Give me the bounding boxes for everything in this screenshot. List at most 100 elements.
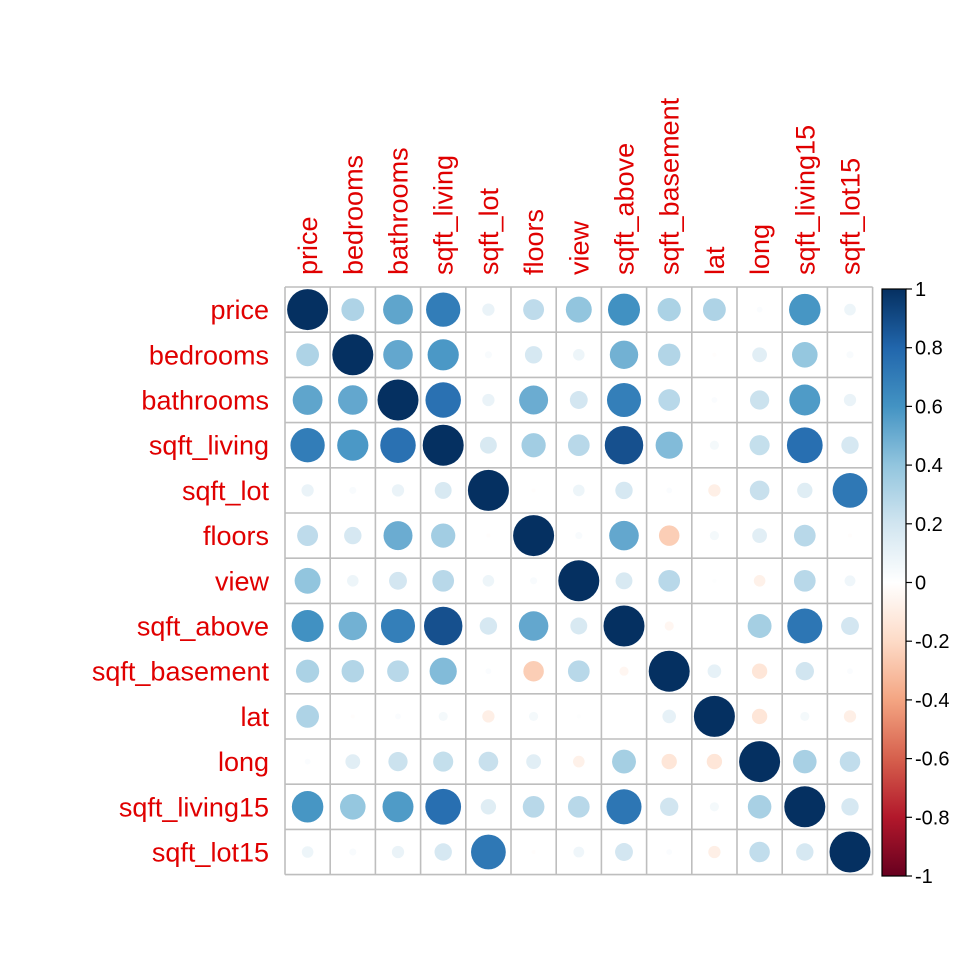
column-label-floors: floors	[519, 209, 549, 275]
corr-circle-sqft_basement-long	[751, 663, 768, 679]
corr-circle-bedrooms-sqft_lot15	[846, 351, 854, 359]
corr-circle-price-sqft_above	[607, 293, 641, 326]
corr-circle-floors-sqft_basement	[658, 525, 680, 546]
corr-circle-long-bedrooms	[345, 754, 361, 769]
corr-circle-lat-bathrooms	[395, 713, 401, 720]
corr-circle-bathrooms-bathrooms	[377, 379, 419, 421]
corr-circle-price-long	[756, 306, 763, 313]
corr-circle-sqft_living-lat	[709, 440, 719, 450]
row-label-long: long	[218, 747, 269, 777]
colorbar-tick-label: 0.8	[915, 338, 943, 360]
corr-circle-view-view	[558, 560, 600, 602]
corr-circle-lat-sqft_living15	[800, 711, 810, 721]
corr-circle-floors-price	[297, 525, 319, 547]
corr-circle-sqft_living15-sqft_living15	[784, 786, 826, 828]
corr-circle-sqft_basement-sqft_living	[429, 657, 457, 685]
corr-circle-sqft_lot-bedrooms	[349, 486, 357, 494]
row-label-lat: lat	[240, 702, 269, 732]
corr-circle-floors-bathrooms	[383, 521, 413, 551]
corr-circle-sqft_basement-sqft_lot	[485, 668, 492, 675]
corr-circle-bathrooms-sqft_basement	[658, 389, 681, 411]
corr-circle-long-long	[739, 741, 781, 783]
row-label-view: view	[215, 566, 270, 596]
corr-circle-sqft_living15-floors	[522, 795, 545, 818]
corr-circle-sqft_living-sqft_above	[604, 425, 644, 465]
column-label-view: view	[564, 220, 594, 275]
column-label-lat: lat	[700, 246, 730, 275]
corr-circle-bathrooms-long	[749, 390, 770, 410]
colorbar-tick-label: 0.6	[915, 396, 943, 418]
corr-circle-sqft_above-sqft_above	[603, 605, 645, 647]
corr-circle-sqft_above-sqft_living15	[787, 608, 823, 644]
color-legend: 1 0.8 0.6 0.4 0.2 0 -0.2 -0.4 -0.6 -0.8 -1	[881, 279, 949, 888]
row-label-bedrooms: bedrooms	[149, 340, 269, 370]
colorbar-tick-label: 0.4	[915, 455, 943, 477]
corr-circle-sqft_living-price	[290, 428, 325, 463]
corr-circle-floors-sqft_lot	[486, 533, 491, 538]
column-label-sqft_living: sqft_living	[429, 155, 459, 275]
corr-circle-long-sqft_living15	[793, 749, 817, 774]
corr-circle-floors-lat	[709, 531, 719, 541]
corr-circle-sqft_basement-sqft_basement	[648, 650, 690, 692]
corr-circle-price-sqft_lot15	[844, 303, 856, 316]
corr-circle-lat-bedrooms	[350, 714, 355, 719]
corr-circle-bedrooms-bathrooms	[383, 340, 413, 370]
corr-circle-price-sqft_basement	[657, 298, 681, 322]
column-label-sqft_basement: sqft_basement	[655, 97, 685, 275]
corr-circle-sqft_lot15-sqft_living15	[796, 843, 814, 861]
corr-circle-lat-sqft_living	[438, 711, 448, 721]
corr-circle-floors-view	[575, 532, 583, 540]
corr-circle-sqft_above-sqft_lot	[479, 617, 498, 635]
corr-circle-sqft_living15-sqft_living	[425, 788, 462, 825]
column-label-sqft_living15: sqft_living15	[790, 125, 820, 275]
corr-circle-bathrooms-sqft_above	[606, 382, 642, 418]
corr-circle-sqft_living-sqft_living	[422, 424, 464, 466]
corr-circle-sqft_basement-sqft_lot15	[847, 668, 853, 675]
corr-circle-bathrooms-sqft_living	[425, 382, 461, 418]
corr-circle-long-sqft_living	[433, 751, 454, 772]
column-label-price: price	[293, 216, 323, 275]
corr-circle-view-sqft_living15	[793, 569, 816, 592]
corr-circle-bedrooms-sqft_living	[427, 339, 459, 371]
corr-circle-sqft_living-sqft_lot15	[841, 436, 859, 454]
corr-circle-lat-sqft_lot15	[843, 710, 857, 723]
corr-circle-sqft_living15-sqft_lot15	[841, 798, 859, 816]
colorbar-tick-label: -1	[915, 866, 933, 888]
corr-circle-lat-lat	[693, 695, 735, 737]
corr-circle-sqft_living-bedrooms	[337, 429, 369, 461]
corr-circle-price-price	[287, 289, 329, 331]
corr-circle-sqft_lot-price	[301, 484, 314, 497]
corr-circle-sqft_lot-sqft_basement	[666, 487, 673, 494]
corr-circle-floors-sqft_above	[609, 520, 639, 551]
row-label-sqft_above: sqft_above	[137, 612, 269, 642]
corr-circle-long-price	[304, 758, 311, 765]
corr-circle-view-bathrooms	[389, 571, 407, 590]
row-label-sqft_lot: sqft_lot	[182, 476, 270, 506]
corr-circle-view-bedrooms	[347, 575, 359, 587]
corr-circle-long-sqft_above	[612, 749, 636, 774]
corr-circle-bathrooms-bedrooms	[338, 385, 368, 415]
corr-circle-price-view	[565, 296, 592, 323]
corr-circle-price-sqft_living15	[789, 293, 821, 326]
corr-circle-sqft_above-floors	[518, 611, 549, 641]
corr-circle-sqft_basement-sqft_living15	[795, 662, 814, 681]
corr-circle-price-lat	[702, 298, 726, 322]
corr-circle-sqft_lot15-bathrooms	[391, 845, 405, 859]
corr-circle-sqft_above-bathrooms	[380, 608, 416, 644]
corr-circle-price-bedrooms	[341, 298, 365, 322]
corr-circle-sqft_lot15-floors	[531, 849, 536, 855]
colorbar-tick-label: 0	[915, 573, 926, 595]
corr-circle-view-sqft_basement	[658, 569, 681, 592]
corr-circle-sqft_basement-price	[296, 659, 320, 683]
corr-circle-long-view	[573, 755, 585, 768]
corr-circle-long-floors	[526, 754, 541, 769]
corr-circle-sqft_lot-sqft_lot	[467, 469, 509, 511]
corr-circle-price-bathrooms	[383, 294, 413, 325]
corr-circle-bathrooms-floors	[519, 385, 549, 415]
corr-circle-sqft_lot-floors	[531, 488, 536, 493]
corr-circle-sqft_lot15-price	[301, 846, 314, 858]
row-label-sqft_living15: sqft_living15	[119, 792, 269, 822]
corr-circle-long-sqft_lot	[478, 751, 499, 772]
corr-circle-sqft_living15-price	[291, 791, 324, 823]
corr-circle-sqft_basement-bathrooms	[387, 660, 409, 683]
